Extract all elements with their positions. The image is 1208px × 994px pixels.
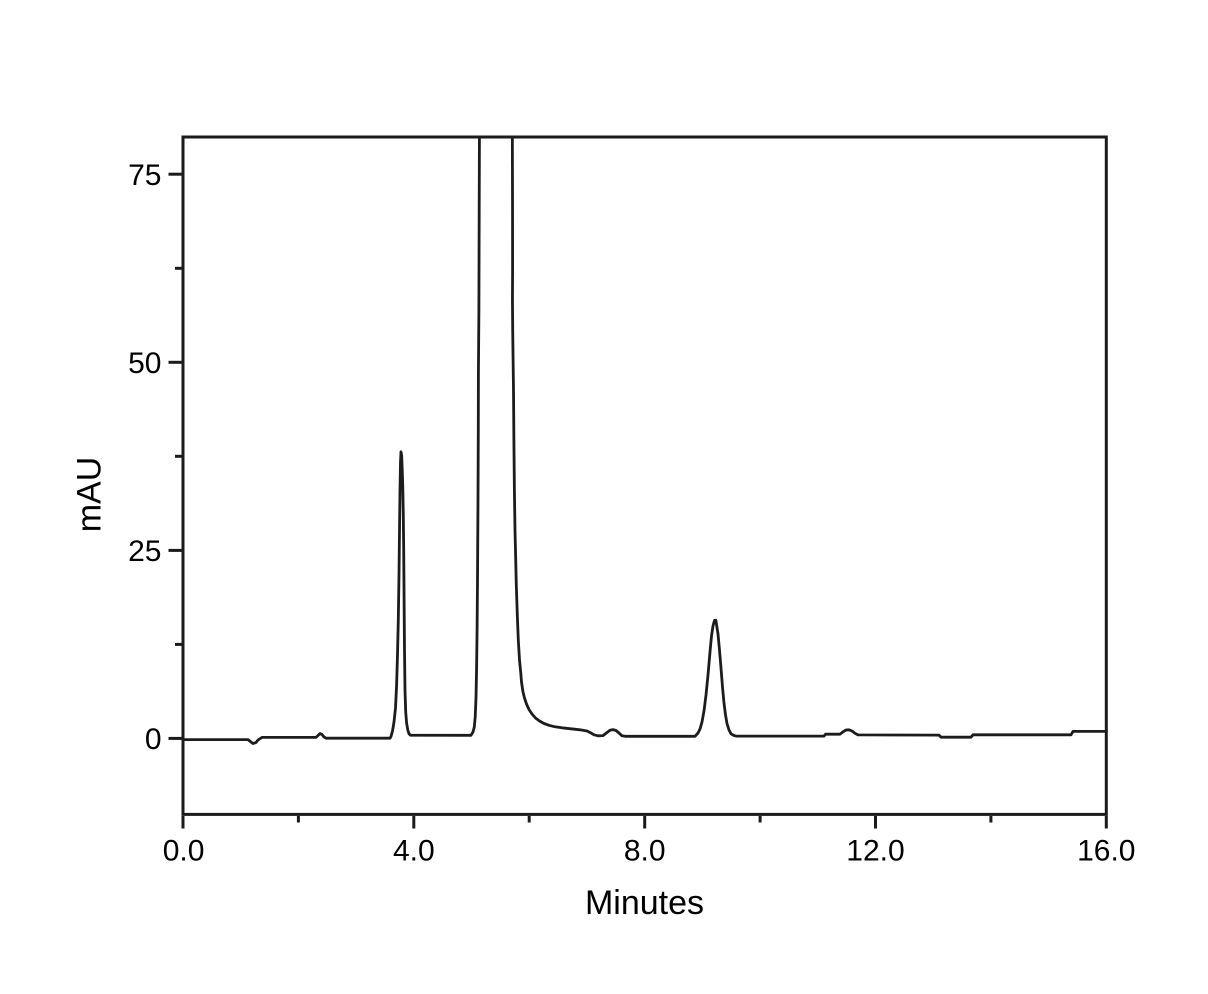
svg-text:75: 75 bbox=[128, 159, 161, 192]
svg-text:Minutes: Minutes bbox=[585, 884, 704, 922]
svg-text:16.0: 16.0 bbox=[1077, 835, 1135, 868]
svg-text:4.0: 4.0 bbox=[393, 835, 435, 868]
svg-text:mAU: mAU bbox=[71, 457, 109, 533]
svg-text:12.0: 12.0 bbox=[846, 835, 904, 868]
svg-text:0.0: 0.0 bbox=[163, 835, 205, 868]
svg-text:8.0: 8.0 bbox=[624, 835, 666, 868]
svg-text:50: 50 bbox=[128, 347, 161, 380]
svg-text:25: 25 bbox=[128, 535, 161, 568]
svg-text:0: 0 bbox=[145, 723, 162, 756]
